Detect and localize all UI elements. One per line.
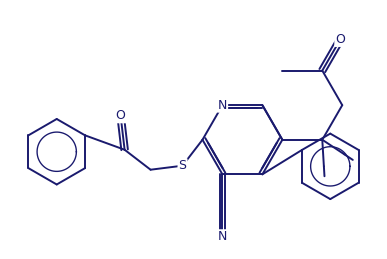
Text: O: O bbox=[116, 109, 125, 122]
Text: O: O bbox=[335, 33, 345, 46]
Text: S: S bbox=[178, 159, 187, 172]
Text: N: N bbox=[218, 99, 227, 112]
Text: N: N bbox=[218, 230, 227, 243]
